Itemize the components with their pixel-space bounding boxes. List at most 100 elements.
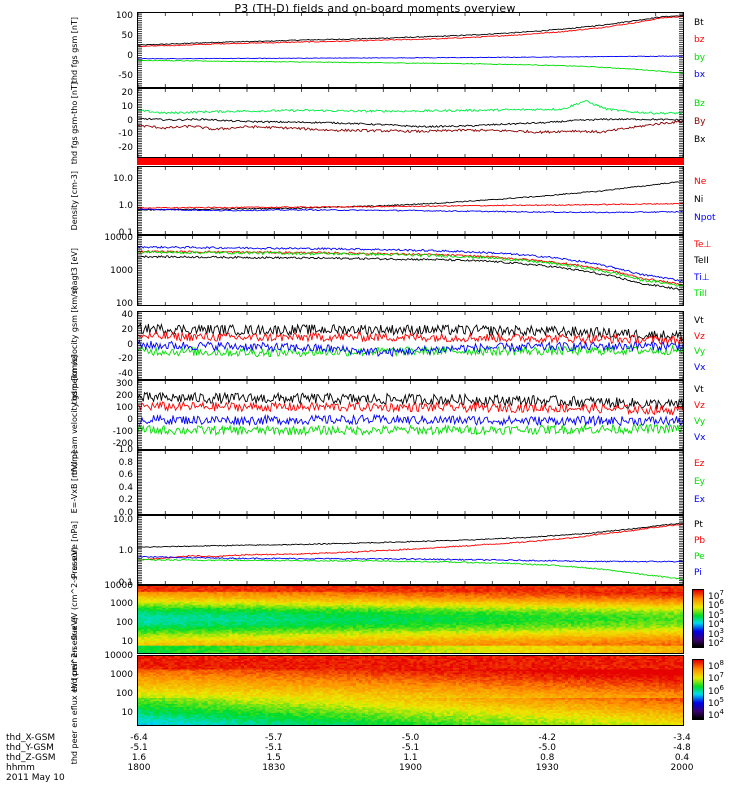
spec-ytick-peer-en-eflux-0: 10000 xyxy=(104,651,133,662)
spec-ytick-peer-en-eflux-1: 1000 xyxy=(110,669,133,680)
panel-peam-velocity xyxy=(137,380,684,450)
ytick-magt3-1: 1000 xyxy=(110,265,133,276)
spec-ytick-peer-en-eflux-3: 10 xyxy=(121,708,133,719)
panel-plot-area-magt3 xyxy=(138,236,683,305)
ytick-evxb-1: 0.8 xyxy=(118,457,133,468)
panel-plot-area-peam-velocity xyxy=(138,381,683,449)
spec-ytick-peer-en-eflux-2: 100 xyxy=(115,689,133,700)
ylabel-text-density: Density [cm-3] xyxy=(70,170,79,231)
footer-value-thd_Z-GSM-0: 1.6 xyxy=(131,753,147,763)
legend-peam-velocity-Vy: Vy xyxy=(694,417,706,427)
ylabel-evxb: E=-VxB [mV/m] xyxy=(33,450,79,515)
series-Vt xyxy=(138,391,683,411)
panel-plot-area-density xyxy=(138,167,683,234)
footer-row-label-thd_Z-GSM: thd_Z-GSM xyxy=(6,753,56,763)
legend-fgs-gsm-tho-Bz: Bz xyxy=(694,99,705,109)
footer-value-hhmm-3: 1930 xyxy=(535,763,559,773)
ytick-peim-velocity-1: 20 xyxy=(121,324,133,335)
series-Npot xyxy=(138,208,683,214)
ytick-magt3-0: 10000 xyxy=(104,232,133,243)
series-Vx xyxy=(138,413,683,427)
ylabel-text-fgs-gsm: thd fgs gsm [nT] xyxy=(70,16,79,84)
ytick-peam-velocity-0: 300 xyxy=(115,378,133,389)
panel-peim-velocity xyxy=(137,311,684,380)
series-Bx xyxy=(138,117,683,129)
series-Pt xyxy=(138,522,683,548)
series-Vy xyxy=(138,423,683,437)
series-By xyxy=(138,120,683,135)
ytick-evxb-5: 0.0 xyxy=(118,508,133,518)
colorbar-label-peir-en-eflux-1: 106 xyxy=(708,598,724,612)
ytick-pressure-1: 1.0 xyxy=(118,546,133,557)
footer-row-label-thd_X-GSM: thd_X-GSM xyxy=(6,733,56,743)
panel-plot-area-fgs-gsm xyxy=(138,13,683,87)
ytick-evxb-2: 0.6 xyxy=(118,470,133,481)
spectrogram-image-peer-en-eflux xyxy=(138,656,683,725)
panel-fgs-gsm-tho xyxy=(137,88,684,158)
footer-value-thd_Z-GSM-4: 0.4 xyxy=(674,753,690,763)
ylabel-density: Density [cm-3] xyxy=(33,166,79,235)
colorbar-label-peir-en-eflux-5: 102 xyxy=(708,636,724,649)
footer-value-thd_Y-GSM-2: -5.1 xyxy=(401,743,420,753)
ytick-pressure-0: 10.0 xyxy=(112,514,133,525)
ytick-evxb-3: 0.4 xyxy=(118,482,133,493)
ytick-pressure-2: 0.1 xyxy=(118,578,133,588)
ylabel-text-peer-en-eflux: thd peer en eflux eV (cm^2-s- sr-eV) xyxy=(70,616,79,765)
legend-peim-velocity-Vy: Vy xyxy=(694,347,706,358)
legend-peim-velocity-Vz: Vz xyxy=(694,331,705,342)
panel-plot-area-fgs-gsm-tho xyxy=(138,89,683,157)
ytick-peim-velocity-4: -40 xyxy=(118,369,133,380)
legend-fgs-gsm-Bt: Bt xyxy=(694,17,704,28)
legend-peim-velocity-Vt: Vt xyxy=(694,315,704,326)
series-Ne xyxy=(138,202,683,209)
legend-fgs-gsm-bz: bz xyxy=(694,35,705,46)
colorbar-label-peer-en-eflux-4: 104 xyxy=(708,708,724,721)
footer-value-thd_Y-GSM-4: -4.8 xyxy=(673,743,691,753)
ytick-peam-velocity-1: 200 xyxy=(115,390,133,401)
legend-pressure-Pb: Pb xyxy=(694,536,706,546)
legend-evxb-Ez: Ez xyxy=(694,458,705,469)
ytick-magt3-2: 100 xyxy=(115,299,133,309)
ytick-evxb-0: 1.0 xyxy=(118,445,133,455)
legend-fgs-gsm-tho-Bx: Bx xyxy=(694,135,706,145)
legend-magt3-TeII: TeII xyxy=(694,256,709,267)
ylabel-fgs-gsm-tho: thd fgs gsm-tho [nT] xyxy=(33,82,79,164)
colorbar-label-peer-en-eflux-3: 105 xyxy=(708,695,724,709)
footer-value-hhmm-0: 1800 xyxy=(127,763,151,773)
ytick-fgs-gsm-tho-0: 20 xyxy=(121,88,133,99)
series-Te-perp xyxy=(138,249,683,287)
colorbar-peir-en-eflux xyxy=(692,589,704,648)
spectrogram-peir-en-eflux xyxy=(137,585,684,654)
series-by xyxy=(138,59,683,74)
ytick-fgs-gsm-3: -50 xyxy=(118,71,133,81)
legend-pressure-Pe: Pe xyxy=(694,552,705,562)
panel-plot-area-pressure xyxy=(138,516,683,584)
ytick-fgs-gsm-tho-1: 10 xyxy=(121,102,133,113)
footer-value-thd_X-GSM-3: -4.2 xyxy=(538,733,557,743)
series-Vx xyxy=(138,339,683,358)
ytick-fgs-gsm-0: 100 xyxy=(115,11,133,21)
series-Vz xyxy=(138,400,683,416)
colorbar-label-peir-en-eflux-2: 105 xyxy=(708,607,724,621)
spec-ytick-peir-en-eflux-0: 10000 xyxy=(104,581,133,592)
ytick-fgs-gsm-tho-2: 0 xyxy=(127,115,133,126)
legend-density-Npot: Npot xyxy=(694,212,716,223)
ylabel-peer-en-eflux: thd peer en eflux eV (cm^2-s- sr-eV) xyxy=(15,617,79,764)
ytick-density-0: 10.0 xyxy=(112,173,133,184)
legend-density-Ni: Ni xyxy=(694,194,704,205)
colorbar-label-peir-en-eflux-0: 107 xyxy=(708,589,724,602)
series-Pb xyxy=(138,523,683,561)
series-Ti-par xyxy=(138,250,683,287)
legend-pressure-Pt: Pt xyxy=(694,520,703,530)
footer-value-thd_X-GSM-1: -5.7 xyxy=(264,733,283,743)
ytick-peim-velocity-3: -20 xyxy=(118,354,133,365)
footer-value-hhmm-4: 2000 xyxy=(670,763,694,773)
legend-magt3-Ti: Ti⊥ xyxy=(694,272,710,283)
ylabel-text-evxb: E=-VxB [mV/m] xyxy=(70,451,79,514)
series-Bz xyxy=(138,100,683,115)
series-bx xyxy=(138,55,683,60)
legend-fgs-gsm-by: by xyxy=(694,52,706,63)
ytick-peim-velocity-2: 0 xyxy=(127,339,133,350)
series-Pe xyxy=(138,558,683,581)
